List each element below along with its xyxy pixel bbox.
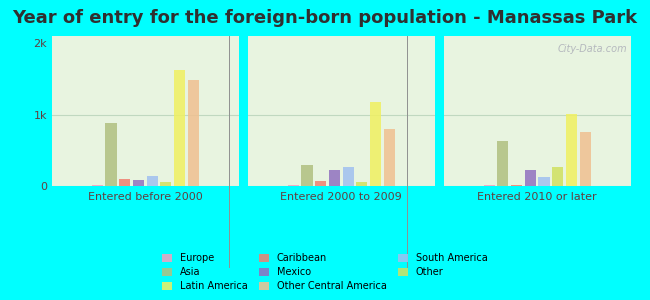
X-axis label: Entered 2010 or later: Entered 2010 or later xyxy=(477,192,597,202)
Bar xyxy=(188,80,199,186)
Bar xyxy=(525,170,536,186)
Bar xyxy=(343,167,354,186)
Bar xyxy=(511,185,522,186)
Bar xyxy=(133,180,144,186)
Bar xyxy=(161,182,172,186)
Bar xyxy=(552,167,564,186)
Bar xyxy=(329,170,340,186)
X-axis label: Entered before 2000: Entered before 2000 xyxy=(88,192,203,202)
Bar xyxy=(370,102,381,186)
Bar xyxy=(580,132,591,186)
Bar xyxy=(566,114,577,186)
Bar xyxy=(315,181,326,186)
Bar xyxy=(484,184,495,186)
Bar xyxy=(384,129,395,186)
Bar xyxy=(538,177,550,186)
Bar xyxy=(147,176,158,186)
Text: City-Data.com: City-Data.com xyxy=(557,44,627,53)
Bar xyxy=(119,179,130,186)
Legend: Europe, Asia, Latin America, Caribbean, Mexico, Other Central America, South Ame: Europe, Asia, Latin America, Caribbean, … xyxy=(159,250,491,295)
Bar xyxy=(356,182,367,186)
Bar xyxy=(92,184,103,186)
Bar xyxy=(105,123,116,186)
Bar xyxy=(174,70,185,186)
Bar xyxy=(302,165,313,186)
X-axis label: Entered 2000 to 2009: Entered 2000 to 2009 xyxy=(280,192,402,202)
Bar xyxy=(497,141,508,186)
Bar xyxy=(288,185,299,186)
Text: Year of entry for the foreign-born population - Manassas Park: Year of entry for the foreign-born popul… xyxy=(12,9,638,27)
